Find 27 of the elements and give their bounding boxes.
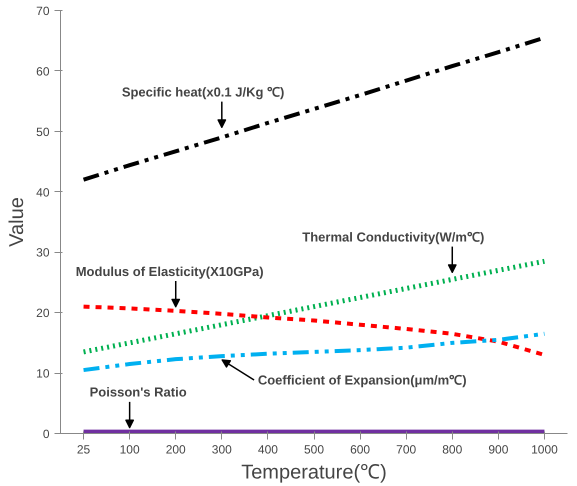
- y-axis-title: Value: [6, 197, 28, 247]
- y-tick-label: 10: [36, 366, 50, 381]
- x-tick-label: 300: [212, 442, 232, 456]
- x-tick-label: 900: [488, 442, 509, 456]
- x-tick-label: 400: [258, 442, 278, 456]
- x-tick-label: 200: [166, 442, 186, 456]
- y-tick-label: 70: [36, 4, 50, 18]
- y-tick-label: 0: [42, 427, 50, 441]
- y-tick-label: 20: [36, 306, 50, 320]
- x-axis-title: Temperature(℃): [241, 462, 387, 484]
- x-tick-label: 800: [442, 442, 463, 456]
- annotation: Coefficient of Expansion(μm/m℃): [258, 372, 467, 388]
- x-tick-label: 1000: [531, 442, 558, 456]
- y-tick-label: 30: [36, 246, 50, 260]
- annotation: Thermal Conductivity(W/m℃): [302, 229, 484, 244]
- y-tick-label: 50: [36, 124, 50, 139]
- x-tick-label: 700: [396, 442, 417, 456]
- y-tick-label: 60: [36, 64, 50, 78]
- x-tick-label: 500: [304, 442, 324, 456]
- annotation: Modulus of Elasticity(X10GPa): [76, 264, 264, 279]
- annotation: Specific heat(x0.1 J/Kg ℃): [122, 84, 284, 100]
- y-tick-label: 40: [36, 185, 50, 200]
- x-tick-label: 100: [120, 442, 140, 456]
- annotation: Poisson's Ratio: [90, 384, 187, 400]
- x-tick-label: 25: [76, 442, 91, 456]
- x-tick-label: 600: [350, 442, 370, 456]
- line-series: [82, 332, 546, 372]
